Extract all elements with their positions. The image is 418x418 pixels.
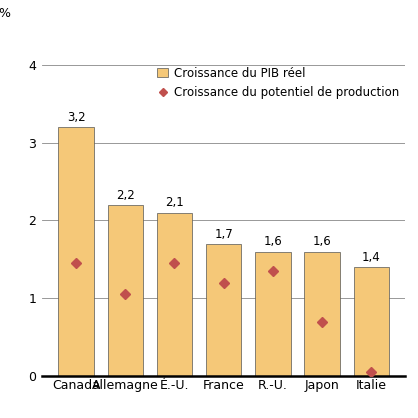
Text: 2,1: 2,1 — [165, 196, 184, 209]
Text: 1,6: 1,6 — [263, 235, 282, 248]
Text: 3,2: 3,2 — [67, 111, 85, 124]
Text: 1,6: 1,6 — [313, 235, 331, 248]
Text: 2,2: 2,2 — [116, 189, 135, 202]
Bar — [255, 252, 291, 376]
Bar — [304, 252, 340, 376]
Text: 1,4: 1,4 — [362, 251, 381, 264]
Bar — [107, 205, 143, 376]
Bar — [157, 213, 192, 376]
Text: %: % — [0, 7, 10, 20]
Bar — [206, 244, 241, 376]
Text: 1,7: 1,7 — [214, 228, 233, 241]
Legend: Croissance du PIB réel, Croissance du potentiel de production: Croissance du PIB réel, Croissance du po… — [157, 67, 400, 99]
Bar — [354, 267, 389, 376]
Bar — [59, 127, 94, 376]
